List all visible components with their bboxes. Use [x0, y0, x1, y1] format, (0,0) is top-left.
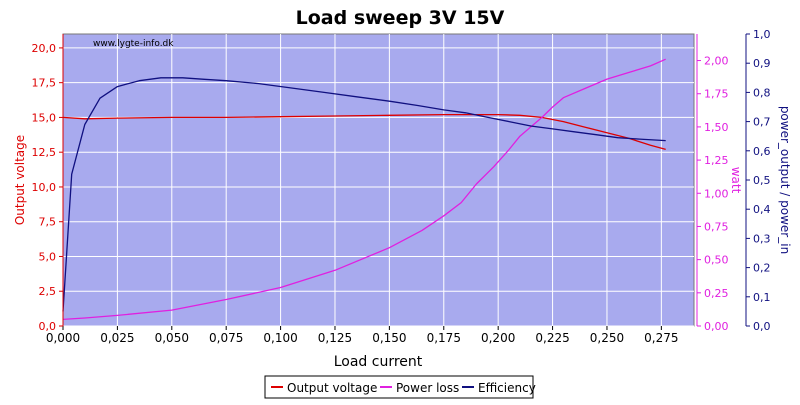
y-left-tick-label: 5,0 — [39, 250, 57, 263]
y-right2-tick-label: 1,0 — [753, 28, 771, 41]
y-right1-tick-label: 2,00 — [704, 55, 729, 68]
x-tick-label: 0,075 — [209, 331, 243, 345]
y-right1-tick-label: 0,50 — [704, 254, 729, 267]
y-right1-tick-label: 0,25 — [704, 287, 729, 300]
y-right1-tick-label: 0,75 — [704, 220, 729, 233]
y-left-tick-label: 15,0 — [32, 111, 57, 124]
y-right1-tick-label: 1,25 — [704, 154, 729, 167]
x-tick-label: 0,250 — [590, 331, 624, 345]
legend: Output voltage Power loss Efficiency — [264, 375, 536, 399]
series-layer — [62, 58, 666, 321]
y-right2-tick-label: 0,9 — [753, 57, 771, 70]
legend-label-efficiency: Efficiency — [478, 381, 536, 395]
y-left-tick-label: 2,5 — [39, 285, 57, 298]
legend-label-output-voltage: Output voltage — [287, 381, 377, 395]
y-right2-tick-label: 0,0 — [753, 320, 771, 333]
x-tick-label: 0,275 — [644, 331, 678, 345]
x-tick-label: 0,050 — [155, 331, 189, 345]
x-axis-label: Load current — [334, 354, 423, 370]
y-left-axis-label: Output voltage — [13, 135, 27, 225]
y-right1-tick-label: 0,00 — [704, 320, 729, 333]
y-right1-tick-label: 1,75 — [704, 88, 729, 101]
x-tick-label: 0,175 — [427, 331, 461, 345]
x-tick-label: 0,150 — [372, 331, 406, 345]
axes: 0,000 0,025 0,050 0,075 0,100 0,125 0,150 0,175… — [32, 28, 771, 345]
y-left-tick-label: 10,0 — [32, 181, 57, 194]
y-right2-tick-label: 0,2 — [753, 262, 771, 275]
legend-label-power-loss: Power loss — [396, 381, 459, 395]
x-tick-label: 0,025 — [100, 331, 134, 345]
y-right1-axis-label: watt — [729, 167, 743, 194]
power-loss-line — [62, 58, 666, 321]
x-tick-label: 0,100 — [263, 331, 297, 345]
y-left-tick-label: 12,5 — [32, 146, 57, 159]
x-tick-label: 0,200 — [481, 331, 515, 345]
y-right2-tick-label: 0,8 — [753, 86, 771, 99]
y-right2-tick-label: 0,3 — [753, 232, 771, 245]
y-left-tick-label: 17,5 — [32, 77, 57, 90]
y-right2-tick-label: 0,5 — [753, 174, 771, 187]
legend-box — [264, 375, 534, 399]
y-left-tick-label: 20,0 — [32, 42, 57, 55]
x-tick-label: 0,000 — [46, 331, 80, 345]
x-tick-label: 0,125 — [318, 331, 352, 345]
y-right2-tick-label: 0,1 — [753, 291, 771, 304]
watermark: www.lygte-info.dk — [93, 39, 174, 49]
y-left-tick-label: 0,0 — [39, 320, 57, 333]
y-right1-tick-label: 1,50 — [704, 121, 729, 134]
efficiency-line — [62, 77, 666, 312]
y-left-tick-label: 7,5 — [39, 216, 57, 229]
x-tick-label: 0,225 — [535, 331, 569, 345]
y-right2-tick-label: 0,6 — [753, 145, 771, 158]
y-right2-tick-label: 0,7 — [753, 116, 771, 129]
chart-title: Load sweep 3V 15V — [296, 7, 505, 29]
y-right1-tick-label: 1,00 — [704, 187, 729, 200]
y-right2-axis-label: power_output / power_in — [778, 106, 792, 254]
y-right2-tick-label: 0,4 — [753, 203, 771, 216]
